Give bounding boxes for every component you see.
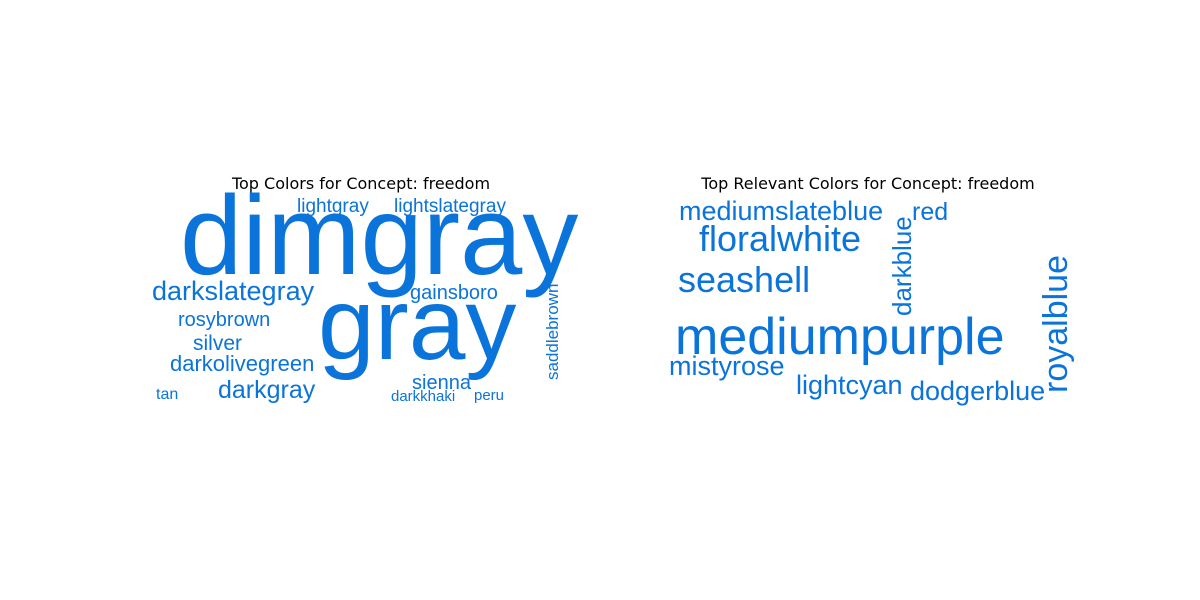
word-gainsboro: gainsboro — [410, 282, 498, 304]
word-tan: tan — [156, 386, 178, 403]
word-sienna: sienna — [412, 372, 472, 394]
word-darkolivegreen: darkolivegreen — [170, 351, 314, 376]
word-mediumpurple: mediumpurple — [675, 308, 1005, 366]
word-seashell: seashell — [678, 259, 810, 300]
word-red: red — [912, 198, 948, 226]
word-royalblue: royalblue — [1037, 255, 1075, 393]
word-silver: silver — [193, 332, 242, 355]
word-dodgerblue: dodgerblue — [910, 376, 1045, 406]
word-saddlebrown: saddlebrown — [543, 284, 562, 380]
word-gray: gray — [318, 267, 516, 381]
word-floralwhite: floralwhite — [699, 218, 861, 259]
word-peru: peru — [474, 387, 504, 404]
word-lightgray: lightgray — [297, 196, 369, 217]
word-mistyrose: mistyrose — [669, 351, 785, 381]
word-mediumslateblue: mediumslateblue — [679, 196, 883, 226]
word-darkkhaki: darkkhaki — [391, 388, 455, 405]
word-lightslategray: lightslategray — [394, 196, 506, 217]
word-rosybrown: rosybrown — [178, 309, 270, 331]
word-darkgray: darkgray — [218, 376, 316, 404]
word-lightcyan: lightcyan — [796, 370, 903, 400]
word-darkblue: darkblue — [887, 216, 917, 316]
word-dimgray: dimgray — [180, 173, 578, 298]
word-darkslategray: darkslategray — [152, 276, 315, 306]
chart-title-right: Top Relevant Colors for Concept: freedom — [701, 174, 1035, 193]
chart-title-left: Top Colors for Concept: freedom — [231, 174, 491, 193]
